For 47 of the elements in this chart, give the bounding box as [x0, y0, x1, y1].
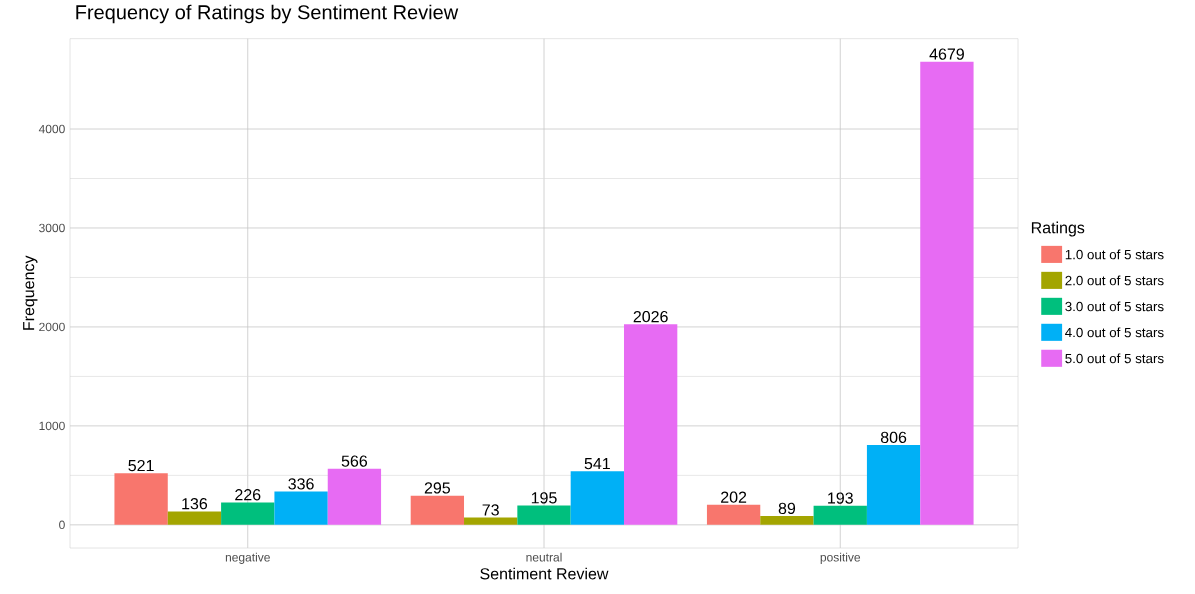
legend-label: 2.0 out of 5 stars [1065, 275, 1164, 286]
data-label: 195 [531, 492, 557, 504]
bar [623, 324, 678, 525]
bar [274, 491, 328, 525]
bar [760, 516, 814, 525]
x-tick-label: negative [225, 552, 270, 564]
bar [920, 61, 974, 525]
bar [114, 473, 168, 525]
bar [517, 505, 571, 525]
x-tick-label: neutral [526, 552, 562, 562]
data-label: 295 [424, 482, 451, 494]
y-tick-label: 0 [59, 520, 65, 530]
data-label: 541 [584, 458, 610, 470]
y-axis-title: Frequency [23, 255, 38, 330]
legend-label: 3.0 out of 5 stars [1065, 301, 1164, 312]
data-label: 89 [778, 502, 796, 514]
bar [706, 504, 761, 525]
y-tick-label: 4000 [38, 124, 65, 134]
legend-title: Ratings [1031, 221, 1085, 237]
bar [570, 471, 624, 525]
legend-label: 1.0 out of 5 stars [1065, 249, 1164, 260]
legend-label: 5.0 out of 5 stars [1065, 353, 1164, 364]
data-label: 806 [880, 431, 907, 444]
data-label: 202 [721, 491, 747, 503]
legend-label: 4.0 out of 5 stars [1065, 327, 1164, 338]
data-label: 336 [288, 478, 314, 490]
data-label: 136 [182, 498, 208, 510]
data-label: 521 [128, 459, 154, 472]
bar [167, 511, 222, 525]
bar [866, 445, 921, 525]
data-label: 226 [235, 489, 261, 501]
bar [410, 495, 465, 525]
x-tick-label: positive [820, 552, 861, 564]
bar [464, 517, 518, 525]
data-label: 4679 [929, 48, 964, 60]
x-axis-title: Sentiment Review [480, 567, 609, 580]
data-label: 193 [828, 492, 853, 504]
chart-title: Frequency of Ratings by Sentiment Review [76, 4, 459, 24]
y-tick-label: 1000 [39, 421, 65, 431]
y-tick-label: 3000 [39, 223, 65, 233]
data-label: 566 [341, 455, 368, 467]
data-label: 73 [482, 504, 499, 516]
bar [327, 468, 382, 525]
y-tick-label: 2000 [39, 322, 65, 332]
bar [813, 505, 867, 525]
bar [221, 502, 275, 525]
data-label: 2026 [633, 310, 668, 323]
